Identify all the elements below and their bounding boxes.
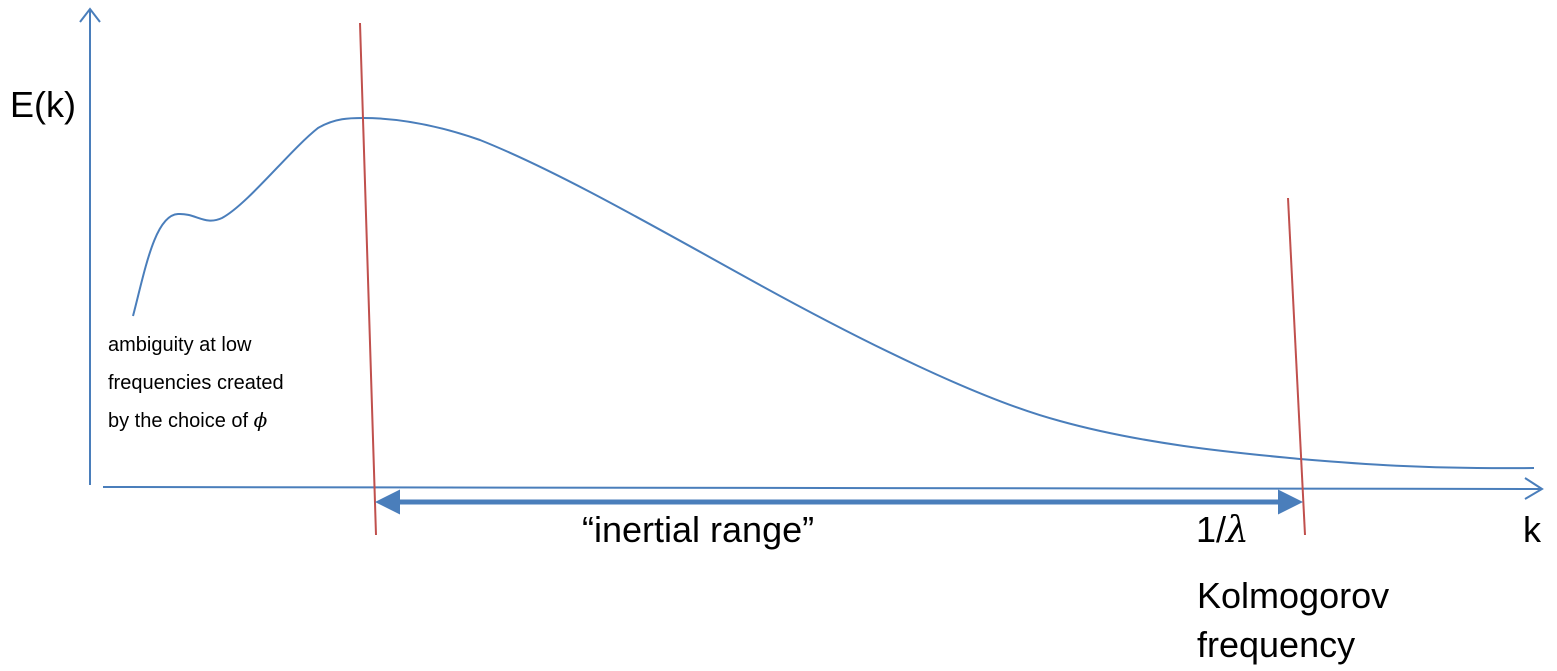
annotation-line-3: by the choice of ϕ <box>108 408 268 432</box>
annotation-line-3-text: by the choice of <box>108 410 254 432</box>
energy-spectrum-curve <box>132 116 1535 470</box>
x-axis-label: k <box>1523 509 1542 550</box>
kolmogorov-boundary-line <box>1287 197 1306 536</box>
x-axis-arrowhead <box>1524 477 1544 500</box>
lambda-symbol: λ <box>1224 510 1249 551</box>
left-boundary-line <box>359 22 377 536</box>
inertial-range-label: “inertial range” <box>582 509 814 550</box>
kolmogorov-caption-line-1: Kolmogorov <box>1197 575 1389 616</box>
annotation-line-2: frequencies created <box>108 372 284 394</box>
y-axis-arrowhead <box>79 7 101 23</box>
annotation-line-1: ambiguity at low <box>108 334 252 356</box>
kolmogorov-caption-line-2: frequency <box>1197 624 1355 665</box>
phi-symbol: ϕ <box>254 408 268 432</box>
cutoff-label: 1/λ <box>1196 509 1249 551</box>
x-axis <box>102 486 1543 490</box>
low-frequency-annotation: ambiguity at low frequencies created by … <box>108 334 284 432</box>
cutoff-label-prefix: 1/ <box>1196 509 1226 550</box>
y-axis-label: E(k) <box>10 84 76 125</box>
